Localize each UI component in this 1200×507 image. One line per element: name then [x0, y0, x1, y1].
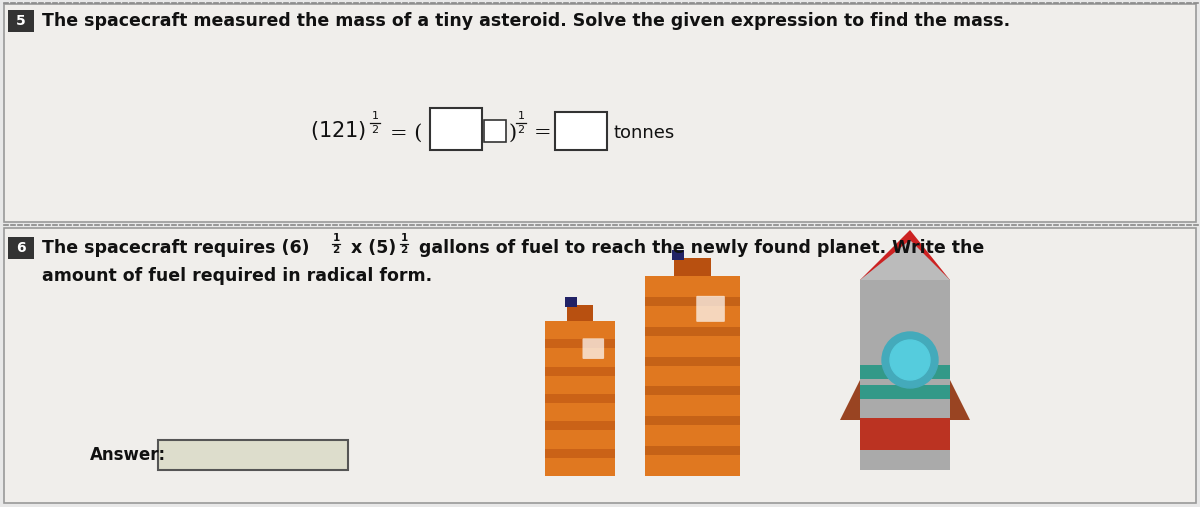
Circle shape: [890, 340, 930, 380]
Bar: [4, 4, 1196, 222]
FancyBboxPatch shape: [582, 338, 604, 359]
Text: gallons of fuel to reach the newly found planet. Write the: gallons of fuel to reach the newly found…: [413, 239, 984, 257]
Bar: [545, 449, 616, 458]
Bar: [860, 365, 950, 379]
Text: =: =: [534, 124, 552, 142]
Text: 2: 2: [401, 245, 408, 255]
Text: amount of fuel required in radical form.: amount of fuel required in radical form.: [42, 267, 432, 285]
Text: 1: 1: [401, 233, 408, 243]
Bar: [554, 112, 607, 150]
Bar: [8, 10, 34, 32]
Bar: [545, 321, 616, 476]
Polygon shape: [840, 380, 860, 420]
Bar: [430, 108, 482, 150]
Text: The spacecraft measured the mass of a tiny asteroid. Solve the given expression : The spacecraft measured the mass of a ti…: [42, 12, 1010, 30]
FancyBboxPatch shape: [696, 296, 725, 322]
Bar: [674, 258, 710, 276]
Text: x (5): x (5): [346, 239, 396, 257]
Bar: [860, 418, 950, 450]
Bar: [545, 339, 616, 348]
Polygon shape: [950, 380, 970, 420]
Bar: [646, 356, 740, 366]
Polygon shape: [860, 240, 950, 280]
Bar: [860, 385, 950, 399]
Circle shape: [882, 332, 938, 388]
Text: Answer:: Answer:: [90, 446, 166, 464]
Bar: [566, 305, 593, 321]
Bar: [545, 394, 616, 403]
Bar: [646, 276, 740, 476]
Text: 6: 6: [16, 241, 26, 255]
Bar: [565, 297, 577, 307]
Text: The spacecraft requires (6): The spacecraft requires (6): [42, 239, 310, 257]
Bar: [672, 250, 684, 260]
Text: $(121)$: $(121)$: [310, 119, 366, 141]
Bar: [545, 421, 616, 430]
Bar: [646, 386, 740, 395]
Bar: [646, 446, 740, 455]
Text: = (: = (: [390, 124, 422, 142]
Bar: [4, 228, 1196, 503]
Bar: [8, 237, 34, 259]
Bar: [158, 440, 348, 470]
Text: 5: 5: [16, 14, 26, 28]
Text: ): ): [509, 124, 517, 142]
Bar: [484, 120, 506, 142]
Text: 2: 2: [372, 125, 378, 135]
Bar: [860, 280, 950, 470]
Bar: [545, 367, 616, 376]
Bar: [646, 327, 740, 336]
Bar: [646, 416, 740, 425]
Text: 1: 1: [372, 111, 378, 121]
Text: tonnes: tonnes: [613, 124, 674, 142]
Bar: [646, 297, 740, 306]
Text: 2: 2: [332, 245, 340, 255]
Polygon shape: [860, 230, 950, 280]
Text: 1: 1: [517, 111, 524, 121]
Text: 2: 2: [517, 125, 524, 135]
Text: 1: 1: [332, 233, 340, 243]
